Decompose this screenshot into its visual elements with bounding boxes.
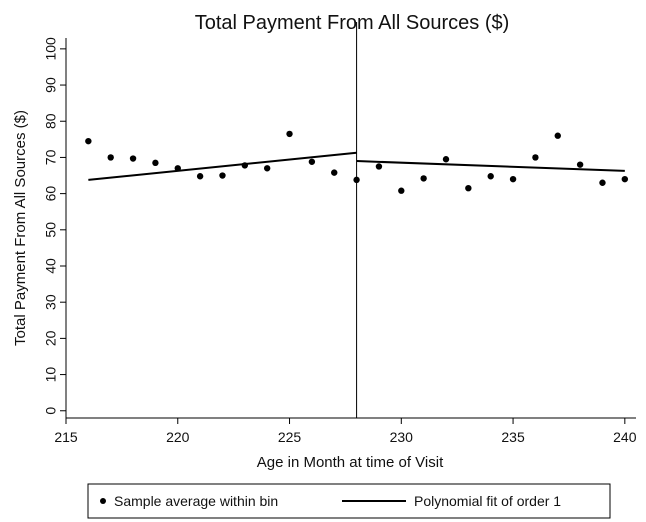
x-tick-label: 230: [390, 429, 414, 445]
y-tick-label: 50: [43, 222, 59, 238]
x-tick-label: 235: [501, 429, 525, 445]
x-tick-label: 225: [278, 429, 302, 445]
y-tick-label: 100: [43, 37, 59, 61]
y-tick-label: 80: [43, 113, 59, 129]
scatter-point: [85, 137, 92, 145]
x-ticks: 215 220 225 230 235 240: [54, 418, 637, 445]
legend: Sample average within bin Polynomial fit…: [87, 483, 611, 519]
scatter-point: [442, 156, 450, 163]
scatter-point: [599, 179, 606, 186]
scatter-point: [107, 154, 114, 161]
scatter-point: [196, 173, 204, 180]
y-tick-label: 40: [43, 258, 59, 274]
scatter-point: [487, 173, 494, 180]
y-tick-label: 0: [43, 407, 59, 415]
x-tick-label: 220: [166, 429, 190, 445]
legend-point-marker: [100, 498, 106, 504]
legend-label-fit: Polynomial fit of order 1: [414, 493, 561, 509]
scatter-point: [576, 161, 584, 168]
fit-lines: [88, 151, 625, 181]
scatter-point: [152, 159, 159, 167]
y-tick-label: 30: [43, 294, 59, 310]
scatter-point: [263, 165, 271, 172]
scatter-point: [129, 155, 137, 162]
scatter-point: [331, 169, 338, 176]
y-tick-label: 20: [43, 330, 59, 346]
scatter-point: [308, 158, 316, 165]
x-tick-label: 240: [613, 429, 637, 445]
scatter-point: [554, 132, 561, 139]
scatter-point: [286, 130, 293, 138]
scatter-point: [174, 165, 181, 172]
fit-line-segment: [88, 151, 357, 181]
y-tick-label: 70: [43, 149, 59, 165]
scatter-point: [465, 184, 472, 192]
scatter-point: [398, 187, 405, 194]
scatter-point: [241, 162, 249, 169]
x-axis-label: Age in Month at time of Visit: [257, 454, 444, 471]
chart-title: Total Payment From All Sources ($): [195, 12, 510, 34]
scatter-point: [621, 175, 629, 183]
scatter-points: [85, 130, 629, 194]
fit-line-segment: [356, 160, 625, 172]
legend-label-sample: Sample average within bin: [114, 493, 278, 509]
y-axis-label: Total Payment From All Sources ($): [12, 110, 29, 346]
x-tick-label: 215: [54, 429, 78, 445]
scatter-point: [509, 175, 517, 183]
scatter-point: [532, 154, 539, 161]
scatter-point: [219, 172, 226, 179]
scatter-point: [420, 175, 427, 182]
scatter-point: [375, 163, 383, 170]
y-tick-label: 10: [43, 367, 59, 383]
scatter-point: [353, 176, 360, 184]
y-ticks: 0 10 20 30 40 50 60 70 80 90 100: [43, 37, 66, 415]
y-tick-label: 90: [43, 77, 59, 93]
y-tick-label: 60: [43, 186, 59, 202]
